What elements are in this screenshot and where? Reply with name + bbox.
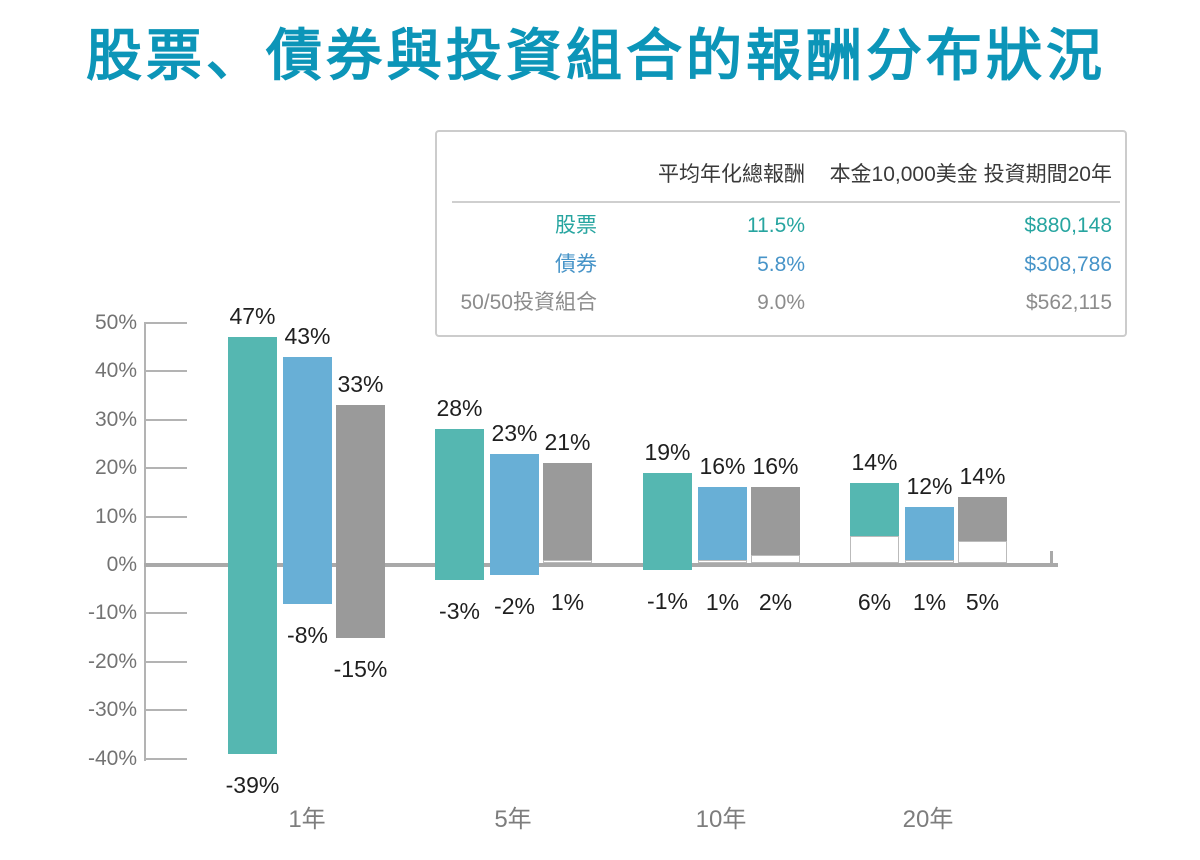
bar-high-label: 23% bbox=[491, 419, 538, 446]
y-axis-tick bbox=[144, 612, 187, 615]
bar-low-label: -1% bbox=[647, 587, 688, 614]
bar-債券-20年 bbox=[905, 506, 954, 561]
y-axis-tick bbox=[144, 709, 187, 712]
bar-50/50投資組合-1年 bbox=[336, 405, 385, 638]
bar-high-label: 19% bbox=[644, 438, 691, 465]
bar-low-label: -8% bbox=[287, 621, 328, 648]
bar-empty-segment-50/50投資組合-20年 bbox=[958, 540, 1007, 563]
page-title: 股票、債券與投資組合的報酬分布狀況 bbox=[86, 24, 1106, 87]
bar-債券-5年 bbox=[490, 453, 539, 575]
bar-high-label: 14% bbox=[851, 449, 898, 476]
y-axis-tick-label: 0% bbox=[106, 553, 137, 576]
summary-table: 平均年化總報酬 本金10,000美金 投資期間20年 股票 11.5% $880… bbox=[435, 130, 1127, 337]
bar-股票-1年 bbox=[228, 337, 277, 754]
y-axis-tick bbox=[144, 467, 187, 470]
y-axis-tick bbox=[144, 418, 187, 421]
summary-row-label: 股票 bbox=[555, 214, 597, 237]
bar-high-label: 43% bbox=[284, 322, 331, 349]
y-axis-tick bbox=[144, 660, 187, 663]
y-axis-tick-label: 20% bbox=[94, 456, 137, 480]
y-axis-tick-label: -10% bbox=[87, 601, 137, 625]
y-axis-tick bbox=[144, 515, 187, 518]
summary-row-label: 債券 bbox=[555, 253, 597, 276]
y-axis-tick-label: 30% bbox=[94, 407, 137, 431]
y-axis-tick-label: -30% bbox=[87, 698, 137, 722]
bar-low-label: 6% bbox=[857, 589, 892, 615]
x-axis-category-label: 20年 bbox=[902, 806, 954, 833]
bar-債券-1年 bbox=[283, 356, 332, 604]
x-axis-category-label: 5年 bbox=[494, 806, 532, 833]
y-axis-tick-label: -40% bbox=[87, 746, 137, 770]
y-axis-tick-label: 40% bbox=[94, 359, 137, 383]
bar-high-label: 21% bbox=[544, 429, 591, 456]
summary-row-ending-value: $562,115 bbox=[1025, 291, 1112, 314]
summary-row-return: 5.8% bbox=[757, 253, 805, 276]
summary-header-return: 平均年化總報酬 bbox=[658, 163, 805, 186]
bar-股票-20年 bbox=[850, 483, 899, 536]
bar-low-label: 1% bbox=[705, 589, 740, 615]
bar-high-label: 16% bbox=[699, 453, 746, 480]
bar-low-label: -2% bbox=[494, 592, 535, 619]
bar-債券-10年 bbox=[698, 487, 747, 561]
bar-low-label: -39% bbox=[225, 771, 280, 798]
summary-row-ending-value: $880,148 bbox=[1024, 214, 1112, 237]
bar-high-label: 47% bbox=[229, 303, 276, 330]
x-axis-category-label: 10年 bbox=[695, 806, 747, 833]
bar-empty-segment-50/50投資組合-10年 bbox=[751, 555, 800, 563]
bar-50/50投資組合-20年 bbox=[958, 497, 1007, 541]
summary-table-divider bbox=[452, 201, 1120, 203]
summary-header-principal: 本金10,000美金 投資期間20年 bbox=[829, 163, 1112, 186]
bar-high-label: 14% bbox=[959, 463, 1006, 490]
summary-row-return: 9.0% bbox=[757, 291, 805, 314]
y-axis-tick bbox=[144, 370, 187, 373]
zero-baseline bbox=[144, 563, 1058, 567]
bar-empty-segment-債券-10年 bbox=[698, 560, 747, 563]
y-axis-tick-label: 50% bbox=[94, 310, 137, 334]
y-axis-tick bbox=[144, 321, 187, 324]
bar-50/50投資組合-5年 bbox=[543, 463, 592, 561]
bar-low-label: -15% bbox=[333, 655, 388, 682]
bar-low-label: 2% bbox=[758, 589, 793, 615]
bar-low-label: -3% bbox=[439, 597, 480, 624]
bar-50/50投資組合-10年 bbox=[751, 487, 800, 556]
bar-股票-10年 bbox=[643, 472, 692, 570]
y-axis-tick-label: -20% bbox=[87, 649, 137, 673]
bar-empty-segment-債券-20年 bbox=[905, 560, 954, 563]
y-axis-tick-label: 10% bbox=[94, 504, 137, 528]
bar-empty-segment-股票-20年 bbox=[850, 535, 899, 563]
bar-low-label: 1% bbox=[912, 589, 947, 615]
y-axis-line bbox=[144, 322, 146, 761]
summary-row-label: 50/50投資組合 bbox=[460, 291, 597, 314]
bar-high-label: 12% bbox=[906, 472, 953, 499]
bar-high-label: 33% bbox=[337, 371, 384, 398]
bar-low-label: 1% bbox=[550, 589, 585, 615]
y-axis-tick bbox=[144, 757, 187, 760]
bar-high-label: 16% bbox=[752, 453, 799, 480]
summary-row-ending-value: $308,786 bbox=[1024, 253, 1112, 276]
bar-high-label: 28% bbox=[436, 395, 483, 422]
bar-股票-5年 bbox=[435, 429, 484, 580]
summary-row-return: 11.5% bbox=[747, 214, 805, 237]
bar-low-label: 5% bbox=[965, 589, 1000, 615]
x-axis-category-label: 1年 bbox=[288, 806, 326, 833]
bar-empty-segment-50/50投資組合-5年 bbox=[543, 560, 592, 563]
x-axis-end-tick bbox=[1050, 551, 1053, 563]
